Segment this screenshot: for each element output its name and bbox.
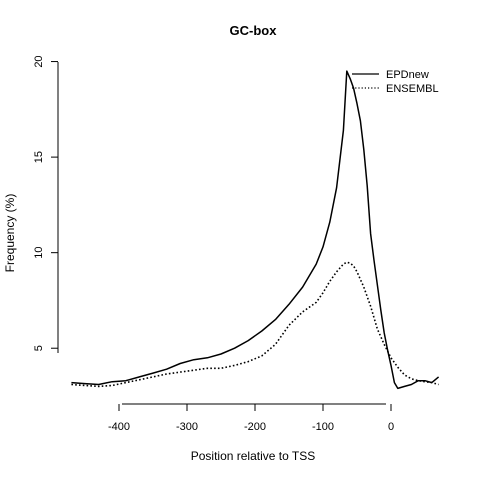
plot-lines — [71, 70, 440, 390]
x-tick-label: 0 — [388, 421, 394, 433]
chart-title: GC-box — [230, 23, 278, 38]
x-tick-label: -200 — [244, 421, 266, 433]
y-axis-ticks: 5 10 15 20 — [33, 55, 58, 351]
legend-label-epdnew: EPDnew — [386, 69, 429, 81]
series-line-epdnew — [71, 70, 440, 390]
y-tick-label: 15 — [33, 151, 45, 163]
x-axis-label: Position relative to TSS — [191, 449, 316, 463]
y-axis-label: Frequency (%) — [3, 194, 17, 273]
x-tick-label: -100 — [312, 421, 334, 433]
y-tick-label: 5 — [33, 345, 45, 351]
x-tick-label: -300 — [176, 421, 198, 433]
y-tick-label: 20 — [33, 55, 45, 67]
legend: EPDnew ENSEMBL — [352, 69, 439, 95]
x-tick-label: -400 — [108, 421, 130, 433]
y-tick-label: 10 — [33, 247, 45, 259]
legend-label-ensembl: ENSEMBL — [386, 83, 439, 95]
x-axis-ticks: -400 -300 -200 -100 0 — [108, 404, 394, 433]
series-line-ensembl — [71, 261, 439, 388]
